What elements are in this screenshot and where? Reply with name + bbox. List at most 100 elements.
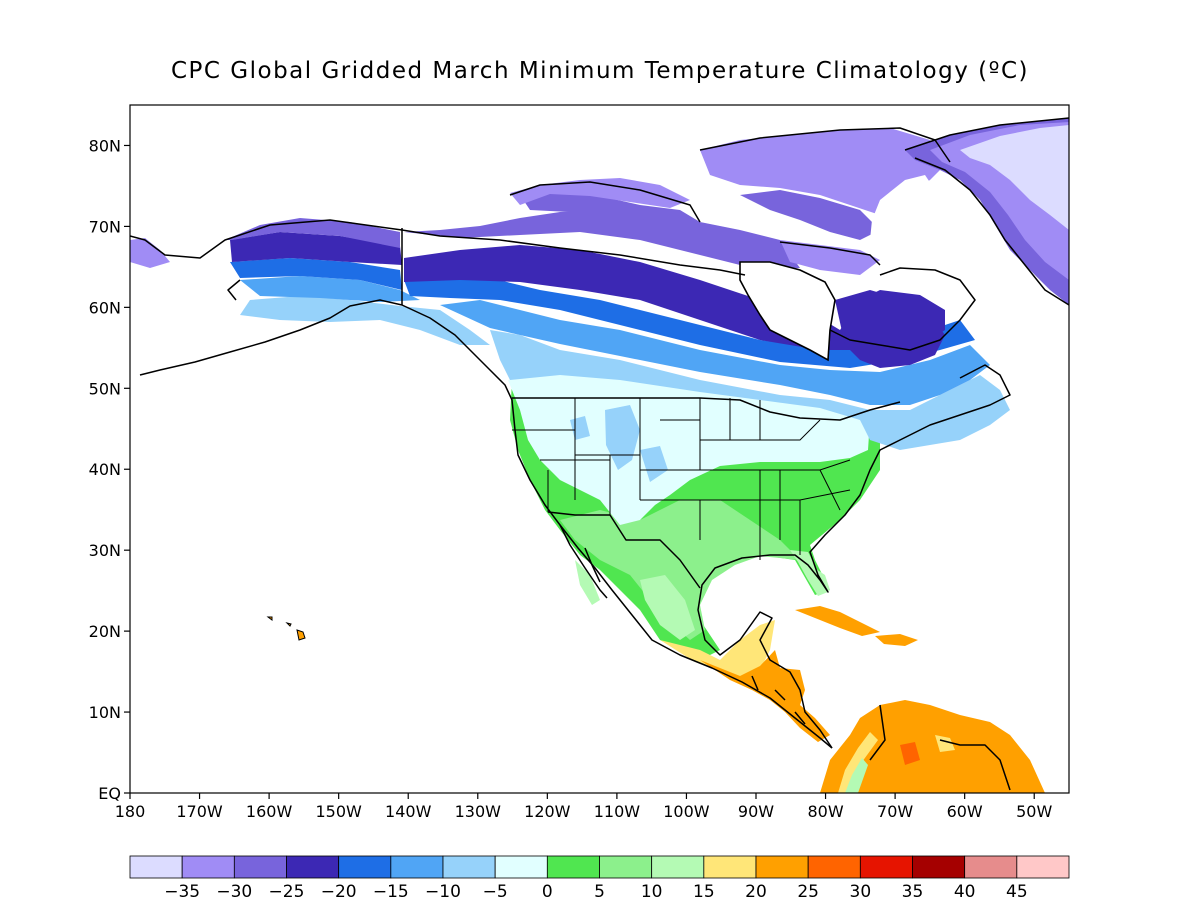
land-band-m35-m30-alaska <box>130 238 170 268</box>
water-baffin-bay <box>870 175 935 250</box>
land-band-m30-m25 <box>404 210 800 270</box>
colorbar-swatch <box>599 855 653 879</box>
border-central-america <box>751 675 806 725</box>
water-hudson-bay <box>739 261 836 362</box>
lon-tick-label: 60W <box>947 802 983 821</box>
colorbar-swatch <box>651 855 705 879</box>
colorbar-swatch <box>442 855 496 879</box>
land-band-20-25-south-america <box>820 700 1045 793</box>
lat-tick-label: 30N <box>89 541 121 560</box>
colorbar-swatch <box>338 855 392 879</box>
colorbar-label: 20 <box>745 882 767 900</box>
colorbar-swatch <box>286 855 340 879</box>
land-band-m25-m20-alaska <box>230 232 402 265</box>
coastline-arctic-islands <box>509 127 951 266</box>
boundary-lines <box>130 117 1069 791</box>
land-band-m25-m20-labrador <box>835 290 945 368</box>
land-band-m5-0 <box>508 372 870 525</box>
colorbar-swatch <box>755 855 809 879</box>
colorbar-swatch <box>129 855 183 879</box>
colorbar-swatch <box>703 855 757 879</box>
land-hawaii <box>266 616 306 641</box>
plot-frame <box>129 104 1070 794</box>
colorbar-swatch <box>912 855 966 879</box>
colorbar-label: 15 <box>693 882 715 900</box>
land-greenland-interior <box>960 125 1069 230</box>
colorbar-label: 40 <box>954 882 976 900</box>
coastline-alaska <box>130 219 403 376</box>
land-band-m10-m5-rockies <box>570 405 668 482</box>
lon-tick-label: 140W <box>385 802 432 821</box>
colorbar-label: −10 <box>425 882 461 900</box>
colorbar-swatch <box>859 855 913 879</box>
colorbar-swatch <box>233 855 287 879</box>
colorbar-label: −15 <box>373 882 409 900</box>
land-band-15-20-guiana <box>935 735 955 752</box>
lat-tick-label: 80N <box>89 136 121 155</box>
coastline-baja <box>559 524 608 599</box>
colorbar-label: −20 <box>321 882 357 900</box>
colorbar-label: 0 <box>542 882 553 900</box>
land-band-m30-m25-archipelago <box>520 190 880 240</box>
colorbar-swatch <box>181 855 235 879</box>
latitude-axis: 80N 70N 60N 50N 40N 30N 20N 10N EQ <box>89 136 130 803</box>
colorbar-label: 5 <box>594 882 605 900</box>
land-hispaniola <box>875 634 918 646</box>
colorbar-label: 25 <box>797 882 819 900</box>
lon-tick-label: 70W <box>877 802 913 821</box>
land-band-m20-m15-alaska <box>230 258 402 290</box>
border-south-america <box>869 704 1011 791</box>
land-cuba <box>795 606 880 636</box>
colorbar-label: 10 <box>641 882 663 900</box>
lat-tick-label: 60N <box>89 298 121 317</box>
border-us-mexico <box>547 511 701 589</box>
lon-tick-label: 50W <box>1016 802 1052 821</box>
lat-tick-label: 70N <box>89 217 121 236</box>
border-us-canada <box>512 397 901 421</box>
lon-tick-label: 130W <box>455 802 502 821</box>
coastline-arctic <box>401 229 976 351</box>
lon-tick-label: 170W <box>176 802 223 821</box>
land-band-25-30-venezuela <box>900 742 920 765</box>
lon-tick-label: 80W <box>807 802 843 821</box>
land-band-m15-m10-alaska <box>240 276 420 302</box>
lat-tick-label: 10N <box>89 703 121 722</box>
lon-tick-label: 120W <box>524 802 571 821</box>
land-band-15-20-andes <box>838 732 878 793</box>
colorbar-swatch <box>390 855 444 879</box>
lon-tick-label: 110W <box>594 802 641 821</box>
lon-tick-label: 150W <box>315 802 362 821</box>
colorbar-swatch <box>807 855 861 879</box>
lon-tick-label: 160W <box>246 802 293 821</box>
colorbar: −35 −30 −25 −20 −15 −10 −5 0 5 10 15 20 25 30 35 40 45 <box>129 855 1070 900</box>
land-band-m20-m15 <box>404 275 975 368</box>
land-band-15-20 <box>660 620 775 680</box>
colorbar-label: −30 <box>216 882 252 900</box>
colorbar-swatch <box>546 855 600 879</box>
temperature-field <box>130 117 1069 793</box>
coastline-greenland <box>904 117 1069 306</box>
coastline-pacific <box>401 304 833 749</box>
colorbar-label: −5 <box>483 882 508 900</box>
lon-tick-label: 90W <box>738 802 774 821</box>
state-boundaries <box>512 398 851 560</box>
lat-tick-label: EQ <box>98 784 121 803</box>
lon-tick-label: 180 <box>115 802 146 821</box>
colorbar-swatch <box>964 855 1018 879</box>
colorbar-label: −25 <box>269 882 305 900</box>
map-title: CPC Global Gridded March Minimum Tempera… <box>171 58 1029 84</box>
colorbar-swatch <box>494 855 548 879</box>
land-band-m35-m30-arctic <box>510 128 950 275</box>
lat-tick-label: 40N <box>89 460 121 479</box>
colorbar-label: 35 <box>902 882 924 900</box>
land-band-m15-m10 <box>440 300 990 405</box>
longitude-axis: 180 170W 160W 150W 140W 130W 120W 110W 100W 90W 80… <box>115 793 1052 821</box>
land-band-5-10 <box>560 500 800 640</box>
land-band-10-15-andes <box>845 758 868 793</box>
colorbar-label: 45 <box>1006 882 1028 900</box>
coastline-gulf <box>697 364 1011 749</box>
land-band-m10-m5-alaska-coast <box>240 296 490 345</box>
lon-tick-label: 100W <box>663 802 710 821</box>
lat-tick-label: 50N <box>89 379 121 398</box>
